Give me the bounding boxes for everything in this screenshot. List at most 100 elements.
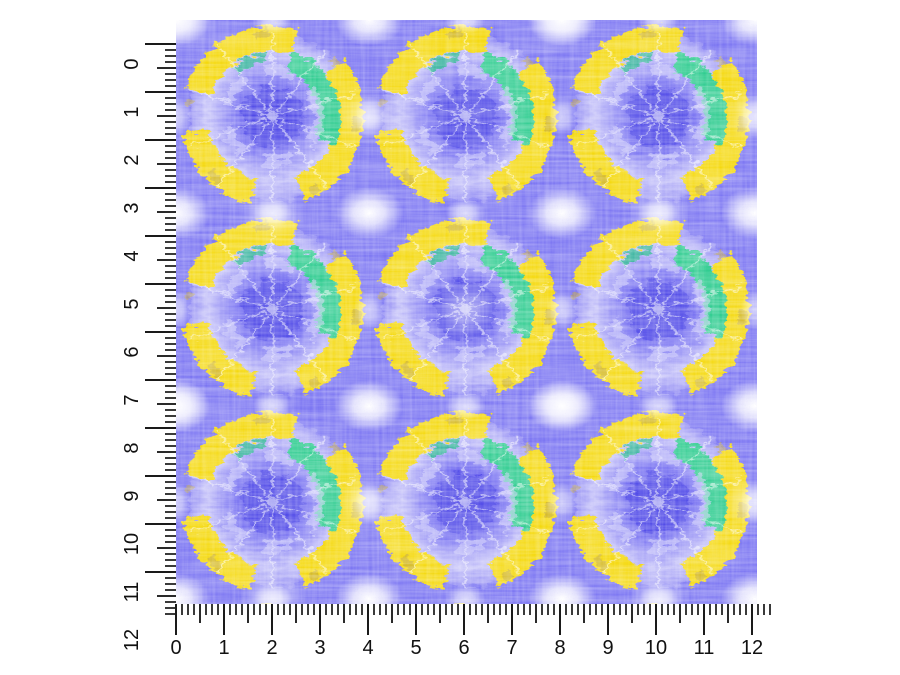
tie-dye-swatch-image bbox=[176, 20, 757, 604]
ruler-tick-horizontal bbox=[643, 604, 645, 615]
ruler-tick-vertical bbox=[165, 121, 176, 123]
ruler-label-vertical-8: 8 bbox=[121, 442, 143, 454]
ruler-tick-vertical bbox=[145, 571, 176, 573]
ruler-tick-vertical bbox=[165, 343, 176, 345]
ruler-tick-horizontal bbox=[343, 604, 345, 623]
ruler-tick-vertical bbox=[165, 481, 176, 483]
ruler-tick-vertical bbox=[165, 271, 176, 273]
ruler-tick-vertical bbox=[157, 307, 176, 309]
ruler-tick-horizontal bbox=[715, 604, 717, 615]
ruler-tick-horizontal bbox=[271, 604, 273, 635]
ruler-label-vertical-10: 10 bbox=[121, 532, 143, 556]
ruler-tick-vertical bbox=[165, 199, 176, 201]
ruler-tick-vertical bbox=[145, 379, 176, 381]
ruler-tick-horizontal bbox=[721, 604, 723, 615]
ruler-tick-vertical bbox=[165, 385, 176, 387]
ruler-tick-horizontal bbox=[199, 604, 201, 623]
ruler-tick-vertical bbox=[165, 253, 176, 255]
ruler-tick-vertical bbox=[157, 67, 176, 69]
ruler-tick-vertical bbox=[165, 313, 176, 315]
ruler-tick-horizontal bbox=[181, 604, 183, 615]
ruler-label-horizontal-4: 4 bbox=[362, 637, 374, 659]
ruler-tick-vertical bbox=[145, 235, 176, 237]
ruler-tick-vertical bbox=[165, 151, 176, 153]
ruler-tick-vertical bbox=[165, 415, 176, 417]
ruler-tick-horizontal bbox=[709, 604, 711, 615]
ruler-tick-horizontal bbox=[439, 604, 441, 623]
ruler-tick-vertical bbox=[165, 613, 176, 615]
ruler-tick-vertical bbox=[165, 55, 176, 57]
ruler-tick-vertical bbox=[165, 73, 176, 75]
ruler-tick-vertical bbox=[165, 301, 176, 303]
ruler-tick-vertical bbox=[165, 589, 176, 591]
ruler-tick-vertical bbox=[165, 391, 176, 393]
ruler-label-horizontal-1: 1 bbox=[218, 637, 230, 659]
ruler-tick-vertical bbox=[165, 85, 176, 87]
ruler-tick-horizontal bbox=[583, 604, 585, 623]
ruler-tick-vertical bbox=[165, 229, 176, 231]
ruler-tick-horizontal bbox=[259, 604, 261, 615]
ruler-tick-horizontal bbox=[403, 604, 405, 615]
ruler-tick-horizontal bbox=[379, 604, 381, 615]
ruler-tick-horizontal bbox=[535, 604, 537, 623]
ruler-tick-horizontal bbox=[553, 604, 555, 615]
ruler-tick-horizontal bbox=[187, 604, 189, 615]
ruler-tick-horizontal bbox=[655, 604, 657, 635]
ruler-tick-horizontal bbox=[313, 604, 315, 615]
ruler-tick-vertical bbox=[145, 523, 176, 525]
ruler-tick-horizontal bbox=[619, 604, 621, 615]
ruler-tick-vertical bbox=[165, 247, 176, 249]
ruler-label-horizontal-5: 5 bbox=[410, 637, 422, 659]
ruler-label-vertical-0: 0 bbox=[121, 58, 143, 70]
ruler-tick-horizontal bbox=[385, 604, 387, 615]
ruler-tick-vertical bbox=[157, 355, 176, 357]
ruler-tick-vertical bbox=[165, 289, 176, 291]
ruler-tick-horizontal bbox=[469, 604, 471, 615]
ruler-tick-horizontal bbox=[493, 604, 495, 615]
ruler-tick-horizontal bbox=[373, 604, 375, 615]
ruler-tick-horizontal bbox=[697, 604, 699, 615]
ruler-tick-vertical bbox=[165, 175, 176, 177]
ruler-tick-vertical bbox=[145, 331, 176, 333]
ruler-label-horizontal-11: 11 bbox=[693, 637, 715, 659]
ruler-tick-vertical bbox=[165, 361, 176, 363]
ruler-tick-horizontal bbox=[601, 604, 603, 615]
ruler-tick-vertical bbox=[165, 145, 176, 147]
ruler-tick-horizontal bbox=[475, 604, 477, 615]
ruler-tick-horizontal bbox=[511, 604, 513, 635]
ruler-tick-vertical bbox=[145, 139, 176, 141]
ruler-tick-horizontal bbox=[229, 604, 231, 615]
ruler-tick-horizontal bbox=[361, 604, 363, 615]
ruler-tick-horizontal bbox=[523, 604, 525, 615]
ruler-label-horizontal-3: 3 bbox=[314, 637, 326, 659]
ruler-label-vertical-4: 4 bbox=[121, 250, 143, 262]
ruler-label-vertical-6: 6 bbox=[121, 346, 143, 358]
ruler-tick-vertical bbox=[145, 43, 176, 45]
ruler-tick-horizontal bbox=[613, 604, 615, 615]
ruler-tick-horizontal bbox=[733, 604, 735, 615]
ruler-tick-vertical bbox=[165, 409, 176, 411]
ruler-tick-vertical bbox=[165, 349, 176, 351]
ruler-tick-horizontal bbox=[331, 604, 333, 615]
ruler-tick-vertical bbox=[165, 397, 176, 399]
ruler-tick-vertical bbox=[165, 373, 176, 375]
ruler-tick-horizontal bbox=[763, 604, 765, 615]
ruler-tick-vertical bbox=[165, 49, 176, 51]
ruler-tick-vertical bbox=[165, 541, 176, 543]
ruler-tick-vertical bbox=[165, 223, 176, 225]
ruler-tick-horizontal bbox=[739, 604, 741, 615]
ruler-tick-horizontal bbox=[397, 604, 399, 615]
ruler-label-horizontal-12: 12 bbox=[740, 637, 764, 659]
ruler-tick-vertical bbox=[165, 337, 176, 339]
ruler-tick-horizontal bbox=[217, 604, 219, 615]
ruler-tick-horizontal bbox=[667, 604, 669, 615]
ruler-tick-horizontal bbox=[745, 604, 747, 615]
ruler-tick-vertical bbox=[165, 493, 176, 495]
ruler-tick-horizontal bbox=[685, 604, 687, 615]
ruler-label-vertical-5: 5 bbox=[121, 298, 143, 310]
ruler-tick-horizontal bbox=[751, 604, 753, 635]
ruler-tick-horizontal bbox=[445, 604, 447, 615]
ruler-tick-horizontal bbox=[241, 604, 243, 615]
ruler-tick-horizontal bbox=[367, 604, 369, 635]
